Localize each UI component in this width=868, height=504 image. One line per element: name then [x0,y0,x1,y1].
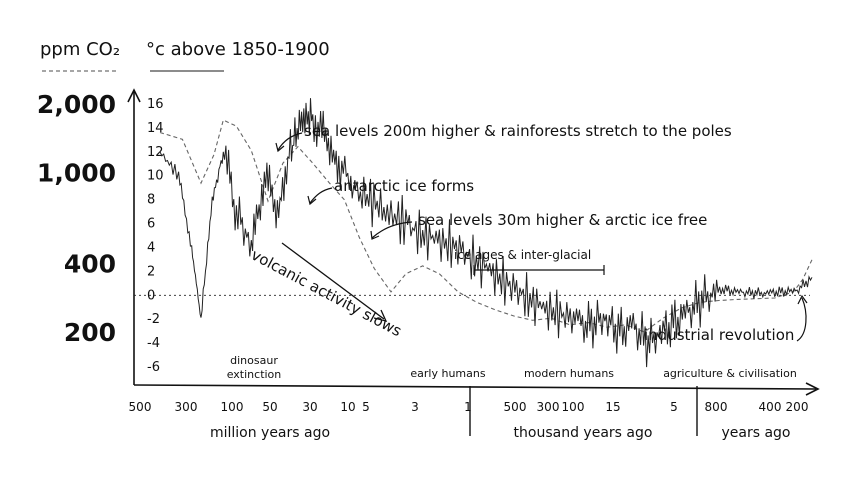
temperature-tick-label: 4 [147,240,155,255]
x-tick-label: 30 [302,400,317,414]
co2-tick-label: 200 [64,318,116,347]
temperature-tick-label: 6 [147,217,155,232]
annotation-arrowhead-antarctic-ice [307,195,317,206]
x-tick-label: 300 [175,400,198,414]
x-axis-ticks: 500 300 100 50 30 10 5 3 1 500 300 100 15 5 800 400 200 [129,400,809,414]
x-tick-label: 10 [340,400,355,414]
legend-co2-label: ppm CO₂ [40,39,120,60]
co2-tick-label: 1,000 [37,159,116,188]
temperature-tick-label: 16 [147,97,164,112]
x-unit-thousand-years: thousand years ago [514,425,653,441]
x-tick-label: 15 [605,400,620,414]
x-tick-label: 400 [759,400,782,414]
annotation-arrow-sea-levels-30m [371,221,413,239]
y-axis-arrow [127,88,141,103]
temperature-tick-label: 8 [147,193,155,208]
annotation-dinosaur-extinction-line: extinction [227,368,282,381]
annotation-ice-ages: ice ages & inter-glacial [454,248,591,262]
x-axis-line [133,384,817,390]
x-tick-label: 3 [411,400,419,414]
annotation-dinosaur-extinction-line: dinosaur [230,354,278,367]
x-unit-years: years ago [721,425,790,441]
annotation-agriculture: agriculture & civilisation [663,367,797,380]
x-tick-label: 500 [129,400,152,414]
annotation-dinosaur-extinction: dinosaur extinction [227,354,282,381]
x-tick-label: 5 [670,400,678,414]
annotation-arrowhead-sea-levels-30m [370,230,380,240]
temperature-tick-label: 2 [147,264,155,279]
annotation-modern-humans: modern humans [524,367,614,380]
x-tick-label: 5 [362,400,370,414]
x-tick-label: 100 [221,400,244,414]
annotation-volcanic-activity: volcanic activity slows [248,246,405,341]
x-tick-label: 200 [786,400,809,414]
annotation-sea-levels-30m: sea levels 30m higher & arctic ice free [418,211,707,229]
temperature-series-line [159,98,813,368]
temperature-tick-label: 12 [147,145,164,160]
x-tick-label: 500 [504,400,527,414]
annotation-industrial-revolution: industrial revolution [644,326,794,344]
temperature-tick-label: 0 [147,288,155,303]
x-tick-label: 300 [537,400,560,414]
x-tick-label: 800 [705,400,728,414]
annotation-early-humans: early humans [410,367,485,380]
co2-axis: 2,000 1,000 400 200 [37,90,116,347]
annotation-arrowhead-sea-levels-200m [275,142,285,153]
x-unit-million-years: million years ago [210,425,330,441]
annotation-arrowhead-industrial-revolution [797,294,808,305]
co2-tick-label: 2,000 [37,90,116,119]
x-tick-label: 1 [464,400,472,414]
annotation-arrow-volcanic-activity [281,242,385,320]
temperature-tick-label: -6 [147,360,160,375]
annotation-antarctic-ice: antarctic ice forms [334,177,474,195]
co2-tick-label: 400 [64,249,116,278]
temperature-tick-label: -2 [147,312,160,327]
annotation-arrow-antarctic-ice [309,187,333,204]
annotation-arrowhead-volcanic-activity [373,309,388,322]
x-tick-label: 100 [562,400,585,414]
annotation-sea-levels-200m: sea levels 200m higher & rainforests str… [304,122,732,140]
temperature-tick-label: -4 [147,336,160,351]
temperature-tick-label: 14 [147,121,164,136]
x-tick-label: 50 [262,400,277,414]
x-axis-arrow [805,382,820,396]
temperature-axis: 16 14 12 10 8 6 4 2 0 -2 -4 -6 [147,97,164,375]
legend-temperature-label: °c above 1850-1900 [146,39,330,60]
annotation-arrow-industrial-revolution [796,297,807,342]
temperature-tick-label: 10 [147,169,164,184]
annotation-arrow-sea-levels-200m [277,132,303,151]
